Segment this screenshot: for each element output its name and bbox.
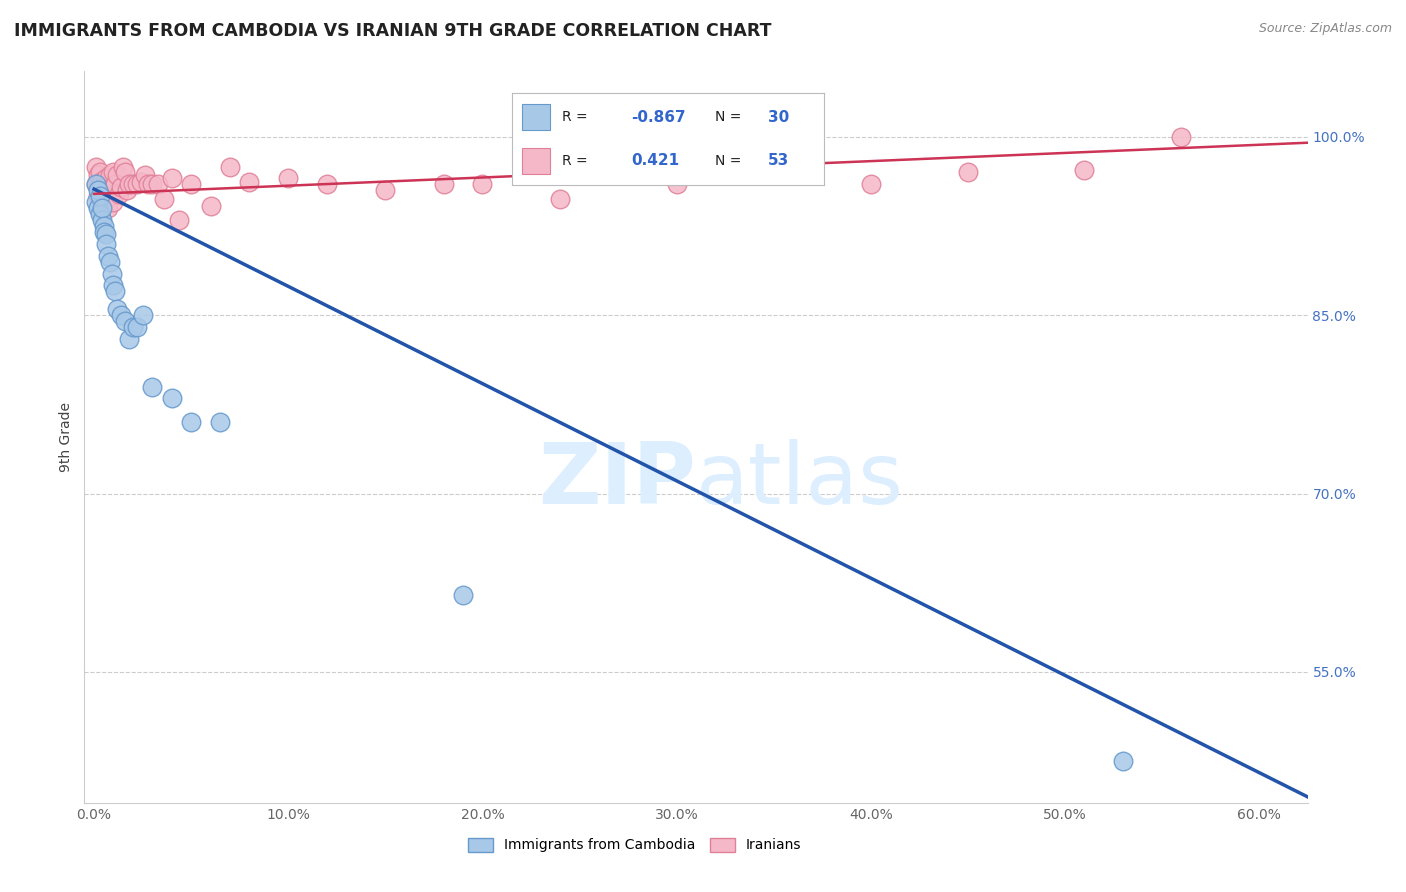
Point <box>89 165 111 179</box>
Point <box>110 308 132 322</box>
Point <box>200 199 222 213</box>
Point <box>219 160 242 174</box>
Point <box>87 189 110 203</box>
Point <box>94 171 117 186</box>
Point <box>105 168 128 182</box>
Point <box>125 320 148 334</box>
Point <box>956 165 979 179</box>
Point <box>93 179 115 194</box>
Text: Source: ZipAtlas.com: Source: ZipAtlas.com <box>1258 22 1392 36</box>
Point <box>110 179 132 194</box>
Point <box>94 186 117 201</box>
Point <box>471 178 494 192</box>
Y-axis label: 9th Grade: 9th Grade <box>59 402 73 472</box>
Point <box>118 178 141 192</box>
Point <box>277 171 299 186</box>
Point <box>103 165 125 179</box>
Point <box>209 415 232 429</box>
Point <box>90 174 112 188</box>
Point <box>90 183 112 197</box>
Text: atlas: atlas <box>696 440 904 523</box>
Point <box>1170 129 1192 144</box>
Point <box>93 219 115 233</box>
Point <box>98 189 121 203</box>
Text: IMMIGRANTS FROM CAMBODIA VS IRANIAN 9TH GRADE CORRELATION CHART: IMMIGRANTS FROM CAMBODIA VS IRANIAN 9TH … <box>14 22 772 40</box>
Point <box>105 302 128 317</box>
Point <box>103 278 125 293</box>
Point <box>90 213 112 227</box>
Point <box>84 178 107 192</box>
Point <box>160 392 183 406</box>
Text: ZIP: ZIP <box>538 440 696 523</box>
Point <box>89 189 111 203</box>
Point <box>160 171 183 186</box>
Point <box>93 225 115 239</box>
Point <box>134 168 156 182</box>
Point <box>87 201 110 215</box>
Point <box>84 178 107 192</box>
Point <box>94 227 117 242</box>
Point <box>138 178 160 192</box>
Point <box>153 192 176 206</box>
Point <box>87 168 110 182</box>
Point <box>103 195 125 210</box>
Point <box>112 160 135 174</box>
Point <box>114 165 136 179</box>
Point <box>762 168 785 182</box>
Point <box>238 175 260 189</box>
Point <box>180 415 202 429</box>
Point <box>115 183 138 197</box>
Point <box>316 178 339 192</box>
Point <box>180 178 202 192</box>
Point <box>146 178 169 192</box>
Point <box>84 195 107 210</box>
Point <box>114 314 136 328</box>
Point <box>97 201 120 215</box>
Point <box>1073 163 1095 178</box>
Point <box>451 588 474 602</box>
Legend: Immigrants from Cambodia, Iranians: Immigrants from Cambodia, Iranians <box>463 832 807 858</box>
Point <box>125 178 148 192</box>
Point <box>93 195 115 210</box>
Point <box>129 175 152 189</box>
Point <box>104 285 127 299</box>
Point <box>94 236 117 251</box>
Point <box>97 178 120 192</box>
Point <box>374 183 396 197</box>
Point <box>122 178 145 192</box>
Point <box>100 179 122 194</box>
Point <box>141 178 163 192</box>
Point <box>141 379 163 393</box>
Point <box>87 183 110 197</box>
Point <box>118 332 141 346</box>
Point <box>89 178 111 192</box>
Point <box>548 192 571 206</box>
Point <box>84 160 107 174</box>
Point <box>104 178 127 192</box>
Point <box>108 186 131 201</box>
Point <box>97 249 120 263</box>
Point <box>169 213 191 227</box>
Point <box>665 178 688 192</box>
Point <box>122 320 145 334</box>
Point <box>432 178 454 192</box>
Point <box>89 207 111 221</box>
Point <box>98 254 121 268</box>
Point <box>100 267 122 281</box>
Point <box>859 178 882 192</box>
Point <box>90 201 112 215</box>
Point <box>131 308 153 322</box>
Point <box>1112 754 1135 768</box>
Point <box>98 168 121 182</box>
